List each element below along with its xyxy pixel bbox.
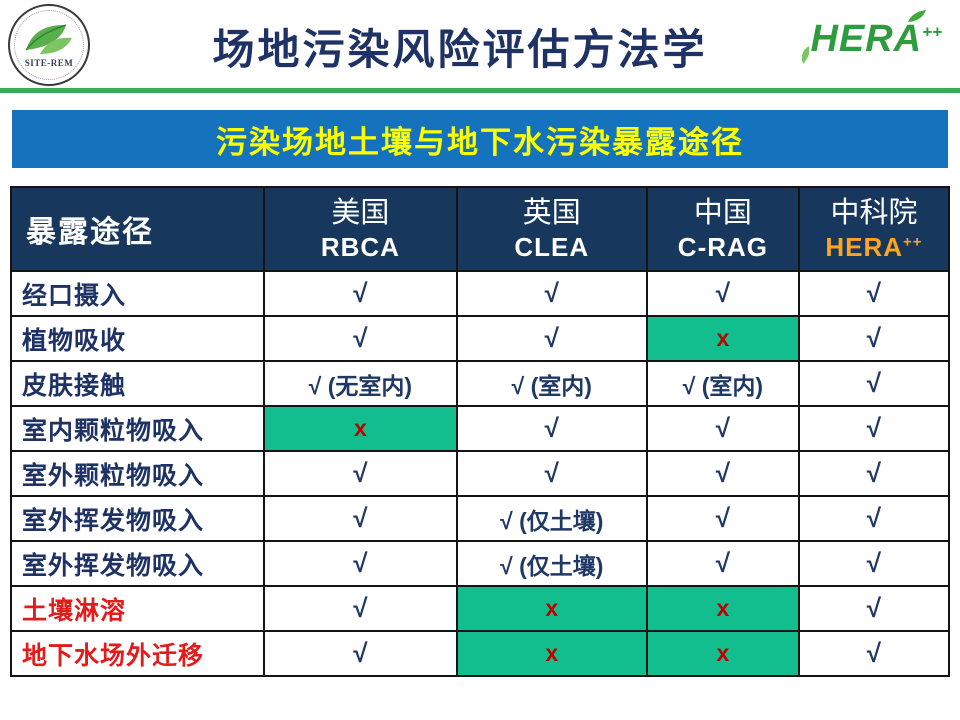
leaves-icon <box>25 24 72 54</box>
cell-check: √ <box>645 270 800 317</box>
cell-check: √ <box>455 405 648 452</box>
site-rem-logo: SITE-REM <box>8 4 90 86</box>
slide-header: SITE-REM 场地污染风险评估方法学 HERA++ <box>0 0 960 88</box>
table-row: 经口摄入 √ √ √ √ <box>9 270 951 317</box>
table-head: 暴露途径 美国 RBCA 英国 CLEA 中国 C-RAG 中科院 HERA++ <box>9 186 951 272</box>
cell-check: √ <box>263 495 458 542</box>
column-code-sup: ++ <box>903 233 923 251</box>
column-header: 中国 C-RAG <box>645 186 800 272</box>
cell-check: √ <box>263 270 458 317</box>
hera-text: HERA <box>810 18 923 60</box>
site-rem-label: SITE-REM <box>24 58 74 68</box>
column-code: C-RAG <box>677 232 769 263</box>
cell-check: √ (仅土壤) <box>455 540 648 587</box>
cell-check: √ <box>263 585 458 632</box>
cell-check: √ <box>263 315 458 362</box>
row-label: 皮肤接触 <box>9 360 266 407</box>
table-row: 室外挥发物吸入 √ √ (仅土壤) √ √ <box>9 495 951 542</box>
header-row: 暴露途径 美国 RBCA 英国 CLEA 中国 C-RAG 中科院 HERA++ <box>9 186 951 272</box>
hera-plusplus: ++ <box>922 22 942 42</box>
cell-check: √ <box>455 270 648 317</box>
column-header: 英国 CLEA <box>455 186 648 272</box>
cell-check: √ <box>797 585 951 632</box>
section-banner-title: 污染场地土壤与地下水污染暴露途径 <box>216 124 744 160</box>
column-header: 中科院 HERA++ <box>797 186 951 272</box>
section-banner: 污染场地土壤与地下水污染暴露途径 <box>12 110 948 168</box>
table-row: 地下水场外迁移 √ x x √ <box>9 630 951 677</box>
column-country: 中国 <box>693 196 752 229</box>
row-label: 经口摄入 <box>9 270 266 317</box>
crescent-icon <box>802 46 810 64</box>
cell-check: √ <box>797 540 951 587</box>
cell-check: √ <box>455 315 648 362</box>
row-label: 地下水场外迁移 <box>9 630 266 677</box>
table-row: 室内颗粒物吸入 x √ √ √ <box>9 405 951 452</box>
cell-check: √ <box>797 630 951 677</box>
cell-check: √ <box>797 405 951 452</box>
cell-check: √ <box>645 495 800 542</box>
column-country: 美国 <box>331 196 390 229</box>
row-label: 室外颗粒物吸入 <box>9 450 266 497</box>
cell-check: √ <box>645 405 800 452</box>
table-body: 经口摄入 √ √ √ √ 植物吸收 √ √ x √ 皮肤接触 √ (无室内) √ (室内) √ (室内) √… <box>9 270 951 677</box>
sprout-icon <box>908 10 926 22</box>
cell-check: √ <box>797 450 951 497</box>
cell-check: √ (室内) <box>455 360 648 407</box>
cell-cross: x <box>263 405 458 452</box>
cell-check: √ <box>645 450 800 497</box>
table-row: 室外颗粒物吸入 √ √ √ √ <box>9 450 951 497</box>
cell-check: √ <box>263 450 458 497</box>
cell-check: √ (无室内) <box>263 360 458 407</box>
column-code: CLEA <box>514 232 590 263</box>
cell-check: √ <box>797 495 951 542</box>
cell-check: √ <box>797 360 951 407</box>
column-country: 中科院 <box>830 196 918 229</box>
cell-check: √ <box>455 450 648 497</box>
cell-cross: x <box>455 585 648 632</box>
cell-cross: x <box>645 585 800 632</box>
table-row: 土壤淋溶 √ x x √ <box>9 585 951 632</box>
column-code: RBCA <box>320 232 400 263</box>
cell-check: √ <box>797 315 951 362</box>
row-label: 土壤淋溶 <box>9 585 266 632</box>
row-label: 室外挥发物吸入 <box>9 540 266 587</box>
column-code: HERA++ <box>825 232 923 263</box>
row-label: 室外挥发物吸入 <box>9 495 266 542</box>
cell-cross: x <box>455 630 648 677</box>
row-label: 室内颗粒物吸入 <box>9 405 266 452</box>
cell-cross: x <box>645 630 800 677</box>
column-header-pathway: 暴露途径 <box>9 186 266 272</box>
page-title: 场地污染风险评估方法学 <box>212 26 708 73</box>
column-country: 英国 <box>522 196 581 229</box>
seal-ring <box>14 10 84 80</box>
table-row: 植物吸收 √ √ x √ <box>9 315 951 362</box>
divider-line <box>0 88 960 93</box>
row-label: 植物吸收 <box>9 315 266 362</box>
cell-check: √ <box>645 540 800 587</box>
cell-check: √ <box>263 630 458 677</box>
cell-cross: x <box>645 315 800 362</box>
hera-logo: HERA++ <box>802 10 942 64</box>
cell-check: √ (室内) <box>645 360 800 407</box>
table-row: 室外挥发物吸入 √ √ (仅土壤) √ √ <box>9 540 951 587</box>
cell-check: √ <box>797 270 951 317</box>
cell-check: √ (仅土壤) <box>455 495 648 542</box>
exposure-pathway-table: 暴露途径 美国 RBCA 英国 CLEA 中国 C-RAG 中科院 HERA++ 经口摄入 √ √ √… <box>9 186 951 677</box>
column-header: 美国 RBCA <box>263 186 458 272</box>
cell-check: √ <box>263 540 458 587</box>
table-row: 皮肤接触 √ (无室内) √ (室内) √ (室内) √ <box>9 360 951 407</box>
